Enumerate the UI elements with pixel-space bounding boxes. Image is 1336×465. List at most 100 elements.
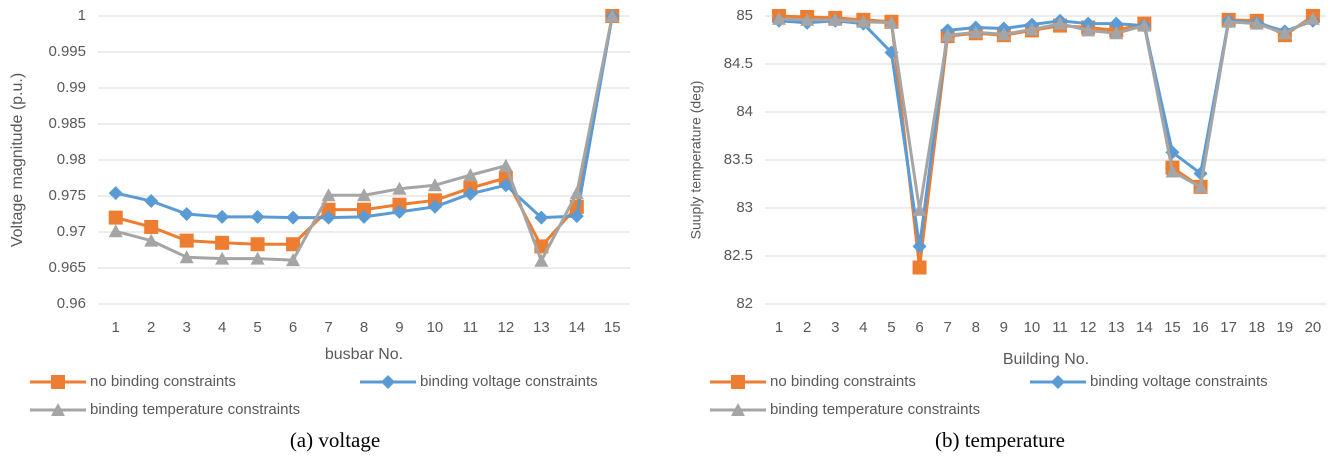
- marker: [772, 11, 787, 25]
- x-tick-label: 20: [1305, 319, 1322, 336]
- marker: [1024, 22, 1039, 36]
- marker: [179, 250, 194, 264]
- marker: [1081, 23, 1096, 37]
- marker: [250, 209, 265, 224]
- y-axis-label: Voltage magnitude (p.u.): [9, 73, 26, 247]
- y-tick-label: 82: [736, 295, 753, 312]
- legend-label: no binding constraints: [90, 373, 236, 390]
- marker: [569, 186, 584, 200]
- marker: [1249, 16, 1264, 30]
- marker: [108, 224, 123, 238]
- y-tick-label: 82.5: [724, 247, 753, 264]
- x-tick-label: 17: [1220, 319, 1237, 336]
- marker: [912, 202, 927, 216]
- marker: [215, 209, 230, 224]
- legend-marker: [1051, 375, 1065, 389]
- marker: [534, 253, 549, 267]
- x-tick-label: 2: [147, 319, 155, 336]
- marker: [427, 199, 442, 214]
- marker: [179, 207, 194, 221]
- marker: [1165, 164, 1180, 178]
- marker: [605, 9, 620, 22]
- x-tick-label: 12: [1080, 319, 1097, 336]
- x-tick-label: 14: [568, 319, 585, 336]
- series-line: [778, 14, 1314, 270]
- marker: [286, 237, 301, 252]
- marker: [498, 158, 513, 172]
- legend-marker: [731, 375, 745, 389]
- marker: [912, 260, 927, 275]
- marker: [1305, 11, 1320, 25]
- marker: [1137, 18, 1152, 32]
- series-line: [778, 17, 1314, 212]
- marker: [108, 210, 123, 225]
- y-tick-label: 0.965: [48, 259, 86, 276]
- y-tick-label: 85: [736, 7, 753, 24]
- x-tick-label: 6: [915, 319, 923, 336]
- x-axis-label: busbar No.: [325, 346, 403, 363]
- x-tick-label: 4: [218, 319, 226, 336]
- marker: [250, 237, 265, 252]
- y-tick-label: 84: [736, 103, 753, 120]
- marker: [321, 188, 336, 202]
- marker: [569, 209, 584, 224]
- marker: [828, 12, 843, 26]
- x-tick-label: 13: [1108, 319, 1125, 336]
- legend-label: binding temperature constraints: [770, 401, 980, 418]
- x-tick-label: 14: [1136, 319, 1153, 336]
- marker: [215, 235, 230, 250]
- legend-label: binding voltage constraints: [1090, 373, 1268, 390]
- x-tick-label: 3: [182, 319, 190, 336]
- x-tick-label: 4: [859, 319, 867, 336]
- x-tick-label: 9: [1000, 319, 1008, 336]
- marker: [1193, 179, 1208, 193]
- marker: [392, 204, 407, 219]
- marker: [321, 210, 336, 225]
- marker: [968, 25, 983, 39]
- x-tick-label: 5: [253, 319, 261, 336]
- y-tick-label: 0.985: [48, 115, 86, 132]
- legend-label: binding voltage constraints: [420, 373, 598, 390]
- marker: [179, 233, 194, 248]
- x-tick-label: 1: [775, 319, 783, 336]
- y-axis-label: Suuply temperature (deg): [688, 81, 704, 240]
- x-tick-label: 11: [1052, 319, 1068, 336]
- marker: [215, 251, 230, 265]
- y-tick-label: 0.99: [57, 79, 86, 96]
- marker: [996, 27, 1011, 41]
- marker: [1109, 16, 1124, 31]
- x-tick-label: 1: [112, 319, 120, 336]
- marker: [1109, 26, 1124, 40]
- x-tick-label: 8: [360, 319, 368, 336]
- y-tick-label: 83: [736, 199, 753, 216]
- marker: [144, 194, 159, 209]
- x-tick-label: 2: [803, 319, 811, 336]
- series-line: [778, 19, 1314, 248]
- x-tick-label: 16: [1192, 319, 1209, 336]
- legend-label: no binding constraints: [770, 373, 916, 390]
- x-tick-label: 11: [463, 319, 479, 336]
- marker: [144, 233, 159, 247]
- marker: [108, 186, 123, 201]
- marker: [286, 210, 301, 225]
- marker: [1277, 26, 1292, 40]
- marker: [463, 168, 478, 182]
- x-tick-label: 15: [604, 319, 621, 336]
- marker: [800, 12, 815, 26]
- marker: [357, 209, 371, 224]
- x-tick-label: 19: [1277, 319, 1294, 336]
- y-tick-label: 0.995: [48, 43, 86, 60]
- marker: [357, 202, 371, 217]
- marker: [321, 202, 336, 217]
- legend-label: binding temperature constraints: [90, 401, 300, 418]
- x-tick-label: 7: [324, 319, 332, 336]
- legend-marker: [381, 375, 395, 389]
- x-tick-label: 7: [943, 319, 951, 336]
- x-tick-label: 13: [533, 319, 550, 336]
- x-tick-label: 12: [498, 319, 515, 336]
- marker: [144, 219, 159, 234]
- x-tick-label: 18: [1248, 319, 1265, 336]
- marker: [498, 178, 513, 193]
- legend-marker: [731, 403, 745, 416]
